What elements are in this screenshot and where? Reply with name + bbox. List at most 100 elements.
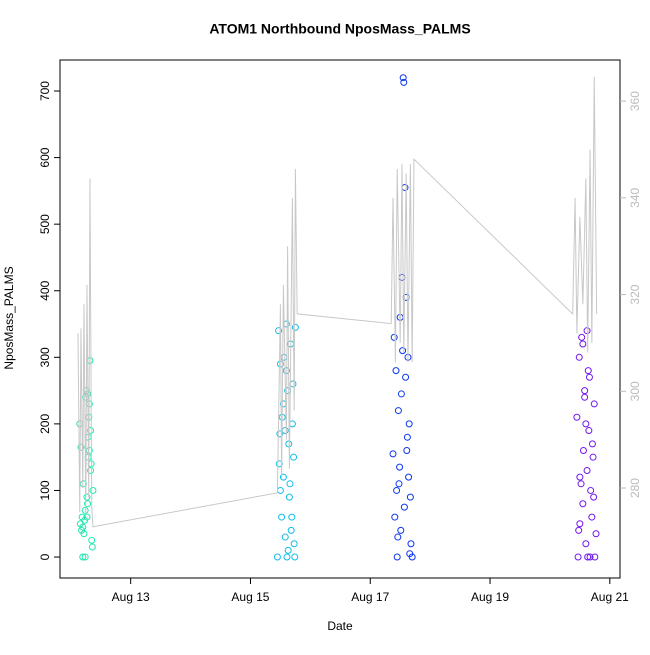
y-tick-label: 100 [38, 480, 52, 500]
point [275, 327, 283, 335]
x-tick-label: Aug 21 [591, 590, 629, 604]
point [405, 420, 413, 428]
point [392, 367, 400, 375]
x-tick-label: Aug 17 [351, 590, 389, 604]
point [78, 526, 86, 534]
x-tick-label: Aug 15 [231, 590, 269, 604]
point [77, 443, 85, 451]
point [285, 493, 293, 501]
point [76, 520, 84, 528]
point [576, 473, 584, 481]
point [579, 340, 587, 348]
point [590, 493, 598, 501]
point [585, 373, 593, 381]
point [394, 533, 402, 541]
line-series [77, 76, 598, 528]
point [575, 353, 583, 361]
point [393, 486, 401, 494]
point [396, 463, 404, 471]
point [280, 353, 288, 361]
point [403, 433, 411, 441]
point [87, 466, 95, 474]
x-tick-label: Aug 13 [112, 590, 150, 604]
point [397, 390, 405, 398]
point [79, 553, 87, 561]
point [400, 78, 408, 86]
point [83, 493, 91, 501]
point [581, 393, 589, 401]
point [81, 506, 89, 514]
y2-tick-label: 340 [628, 188, 642, 208]
point [406, 550, 414, 558]
point [84, 500, 92, 508]
point [403, 447, 411, 455]
point [394, 407, 402, 415]
point [583, 466, 591, 474]
point [393, 553, 401, 561]
point [83, 513, 91, 521]
point [401, 184, 409, 192]
point [278, 513, 286, 521]
point [87, 427, 95, 435]
point [287, 526, 295, 534]
point [279, 473, 287, 481]
point [291, 323, 299, 331]
x-tick-label: Aug 19 [471, 590, 509, 604]
point [579, 500, 587, 508]
point [588, 440, 596, 448]
point [283, 553, 291, 561]
point [587, 486, 595, 494]
point [582, 420, 590, 428]
point [398, 273, 406, 281]
point [575, 526, 583, 534]
point [590, 400, 598, 408]
point [284, 546, 292, 554]
point [289, 380, 297, 388]
y-axis-label: NposMass_PALMS [2, 266, 16, 369]
point [81, 553, 89, 561]
point [395, 480, 403, 488]
point [399, 347, 407, 355]
y-tick-label: 700 [38, 81, 52, 101]
point [573, 413, 581, 421]
y-tick-label: 600 [38, 147, 52, 167]
point [586, 553, 594, 561]
point [390, 333, 398, 341]
point [579, 447, 587, 455]
point [290, 453, 298, 461]
point [276, 430, 284, 438]
point [589, 453, 597, 461]
point [584, 553, 592, 561]
point [88, 543, 96, 551]
y-tick-label: 300 [38, 347, 52, 367]
chart-title: ATOM1 Northbound NposMass_PALMS [209, 21, 470, 37]
point [581, 387, 589, 395]
x-axis-label: Date [327, 619, 353, 633]
point [89, 486, 97, 494]
point [290, 540, 298, 548]
point [574, 553, 582, 561]
point [592, 530, 600, 538]
point [582, 540, 590, 548]
point [577, 480, 585, 488]
point [405, 473, 413, 481]
point [584, 367, 592, 375]
y2-tick-label: 300 [628, 381, 642, 401]
plot-frame [59, 59, 621, 579]
point [588, 513, 596, 521]
y-tick-label: 400 [38, 280, 52, 300]
point [391, 513, 399, 521]
y2-tick-label: 320 [628, 284, 642, 304]
point [399, 74, 407, 82]
point [276, 486, 284, 494]
y2-tick-label: 360 [628, 91, 642, 111]
point [578, 333, 586, 341]
point [576, 520, 584, 528]
point [88, 536, 96, 544]
point [281, 427, 289, 435]
point [389, 450, 397, 458]
point [397, 526, 405, 534]
point [407, 540, 415, 548]
